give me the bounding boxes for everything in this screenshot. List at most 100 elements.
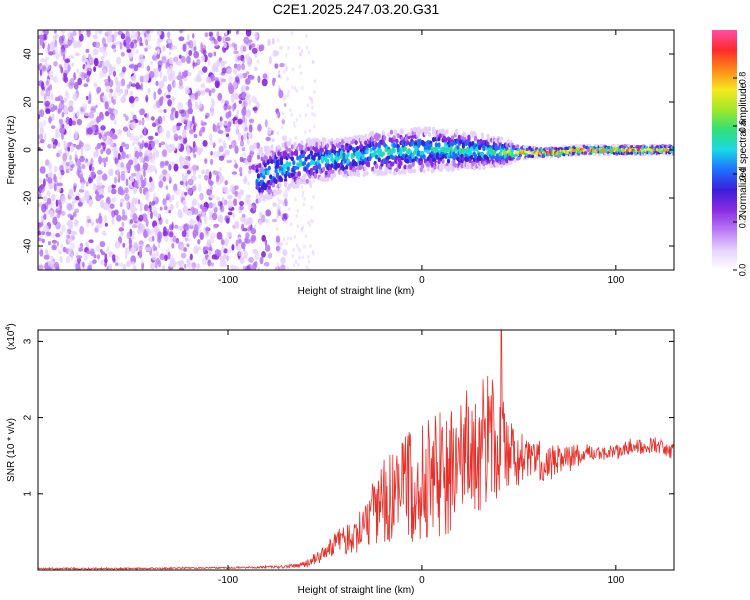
heatmap-noise-cell [45,159,50,166]
heatmap-noise-cell [215,59,220,68]
heatmap-noise-cell [199,89,206,96]
heatmap-noise-cell [205,76,211,84]
heatmap-noise-cell [173,56,179,63]
heatmap-signal-cell [430,146,434,152]
heatmap-noise-cell [59,38,63,47]
heatmap-noise-cell [282,69,286,74]
heatmap-noise-cell [235,127,239,136]
heatmap-signal-cell [396,147,400,153]
heatmap-noise-cell [193,50,200,59]
heatmap-noise-cell [58,249,62,255]
heatmap-noise-cell [139,186,142,194]
heatmap-noise-cell [104,111,110,117]
heatmap-signal-cell [437,142,441,148]
heatmap-noise-cell [193,153,197,158]
heatmap-noise-cell [103,214,108,224]
heatmap-signal-cell [432,137,436,143]
heatmap-noise-cell [130,111,134,116]
heatmap-noise-cell [240,44,245,54]
heatmap-noise-cell [178,260,184,268]
heatmap-noise-cell [204,158,208,164]
heatmap-noise-cell [108,263,113,270]
heatmap-noise-cell [122,242,126,248]
heatmap-signal-cell [354,135,358,141]
heatmap-noise-cell [189,253,193,261]
heatmap-noise-cell [223,42,227,49]
heatmap-signal-cell [380,171,384,177]
heatmap-noise-cell [254,31,258,41]
heatmap-noise-cell [162,149,168,158]
heatmap-noise-cell [111,254,116,262]
heatmap-signal-cell [370,137,375,143]
snr-panel: -100 0 100 1 2 3 Height of straight line (km… [5,323,675,596]
heatmap-signal-cell [612,144,616,148]
heatmap-noise-cell [81,181,85,190]
heatmap-noise-cell [207,52,213,58]
heatmap-noise-cell [75,251,79,257]
heatmap-signal-cell [381,130,385,136]
heatmap-noise-cell [183,247,188,252]
heatmap-noise-cell [208,202,214,209]
heatmap-noise-cell [145,96,149,103]
heatmap-signal-cell [308,138,312,144]
heatmap-noise-cell [244,238,251,244]
heatmap-noise-cell [182,165,189,169]
x-tick-label: 100 [607,275,624,286]
heatmap-noise-cell [68,55,75,59]
heatmap-noise-cell [149,201,152,209]
colorbar-gradient [712,30,737,270]
heatmap-signal-cell [369,147,373,153]
heatmap-noise-cell [85,181,89,187]
heatmap-noise-cell [168,57,174,65]
heatmap-noise-cell [283,192,288,199]
heatmap-signal-cell [495,163,499,168]
heatmap-noise-cell [307,220,310,225]
heatmap-noise-cell [306,254,310,259]
heatmap-signal-cell [288,141,292,147]
heatmap-noise-cell [138,120,142,126]
heatmap-noise-cell [115,56,122,65]
heatmap-noise-cell [173,133,179,141]
heatmap-signal-cell [516,145,520,149]
heatmap-noise-cell [207,58,211,67]
heatmap-noise-cell [265,136,271,142]
heatmap-signal-cell [434,142,438,148]
heatmap-noise-cell [119,42,123,50]
heatmap-noise-cell [202,247,206,254]
heatmap-noise-cell [279,62,285,68]
heatmap-noise-cell [219,260,224,268]
heatmap-noise-cell [237,239,242,244]
heatmap-noise-cell [52,216,58,226]
heatmap-signal-cell [255,198,259,204]
heatmap-signal-cell [440,166,444,172]
heatmap-signal-cell [510,152,514,158]
heatmap-noise-cell [130,246,136,254]
heatmap-noise-cell [304,130,307,135]
heatmap-noise-cell [77,201,83,207]
heatmap-noise-cell [38,242,41,252]
heatmap-noise-cell [251,169,255,174]
heatmap-noise-cell [102,142,107,150]
y-tick-label: -20 [23,190,34,205]
heatmap-noise-cell [283,103,287,107]
heatmap-noise-cell [245,71,250,75]
heatmap-noise-cell [223,237,229,247]
heatmap-noise-cell [83,83,89,88]
heatmap-noise-cell [179,213,184,219]
heatmap-noise-cell [119,145,123,153]
heatmap-noise-cell [165,185,169,191]
heatmap-noise-cell [132,265,137,270]
heatmap-signal-cell [467,136,471,142]
heatmap-signal-cell [336,163,341,169]
heatmap-signal-cell [366,162,370,168]
heatmap-noise-cell [238,200,245,206]
heatmap-noise-cell [302,202,306,207]
heatmap-noise-cell [161,56,167,64]
heatmap-noise-cell [158,180,164,189]
heatmap-signal-cell [465,157,470,162]
heatmap-noise-cell [219,116,223,122]
heatmap-noise-cell [147,207,150,216]
heatmap-signal-cell [524,152,528,156]
heatmap-noise-cell [150,116,155,121]
heatmap-noise-cell [185,180,188,187]
